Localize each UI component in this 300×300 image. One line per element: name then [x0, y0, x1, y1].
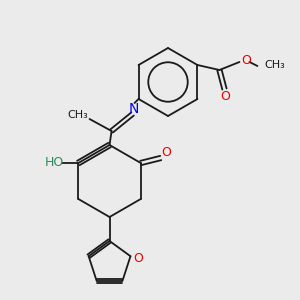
Text: O: O: [220, 91, 230, 103]
Text: CH₃: CH₃: [67, 110, 88, 120]
Text: O: O: [134, 252, 143, 265]
Text: CH₃: CH₃: [264, 60, 285, 70]
Text: O: O: [161, 146, 171, 160]
Text: O: O: [242, 53, 251, 67]
Text: HO: HO: [45, 157, 64, 169]
Text: N: N: [128, 102, 139, 116]
